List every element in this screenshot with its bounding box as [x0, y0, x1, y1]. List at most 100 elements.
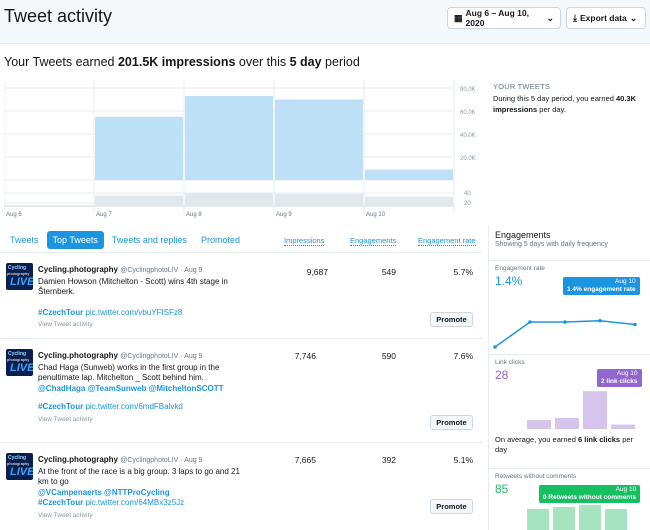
your-tweets-text: During this 5 day period, you earned 40.…: [493, 94, 637, 114]
tweet-row[interactable]: Cycling photography LIVE Cycling.photogr…: [0, 442, 482, 530]
date-range-label: Aug 6 – Aug 10, 2020: [465, 8, 529, 28]
export-label: Export data: [579, 13, 627, 23]
x-tick-label: Aug 10: [366, 212, 386, 218]
link-clicks-bars: [527, 391, 635, 429]
secondary-bar: [365, 196, 453, 206]
tweet-mentions[interactable]: @VCampenaerts @NTTProCycling: [38, 487, 170, 497]
tweet-handle: @CyclingphotoLIV · Aug 9: [120, 353, 203, 360]
tab-tweets[interactable]: Tweets: [10, 235, 39, 245]
engagement-rate-card[interactable]: Engagement rate 1.4% Aug 10 1.4% engagem…: [489, 260, 650, 352]
impressions-bar: [275, 99, 363, 180]
tweet-author[interactable]: Cycling.photography: [38, 351, 118, 360]
retweet-bar: [579, 505, 601, 530]
retweets-card[interactable]: Retweets without comments 85 Aug 10 0 Re…: [489, 468, 650, 530]
retweets-tooltip: Aug 10 0 Retweets without comments: [539, 485, 641, 503]
link-clicks-note: On average, you earned 6 link clicks per…: [495, 435, 634, 454]
link-clicks-bar: [527, 420, 551, 429]
retweet-bar: [553, 507, 575, 530]
tweet-link[interactable]: pic.twitter.com/vbuYFISFz8: [85, 307, 183, 317]
tweet-hashtag[interactable]: #CzechTour: [38, 402, 84, 411]
link-clicks-value: 28: [495, 368, 509, 382]
engagement-rate-line: [494, 319, 636, 348]
x-tick-label: Aug 7: [96, 212, 112, 218]
retweets-label: Retweets without comments: [495, 473, 577, 480]
tweet-text: At the front of the race is a big group.…: [38, 466, 240, 487]
page-title: Tweet activity: [4, 6, 113, 26]
tweet-engagements: 392: [381, 455, 396, 465]
tweet-engagements: 549: [381, 267, 396, 277]
tweet-hashtag[interactable]: #CzechTour: [38, 307, 84, 317]
tweet-handle: @CyclingphotoLIV · Aug 9: [120, 267, 203, 274]
calendar-icon: ▦: [454, 12, 463, 23]
tab-top-tweets[interactable]: Top Tweets: [46, 231, 104, 249]
engagement-rate-sparkline: [493, 318, 637, 349]
engagement-rate-label: Engagement rate: [495, 265, 545, 272]
column-impressions[interactable]: Impressions: [284, 236, 325, 246]
impressions-chart-svg: 80.0K 60.0K 40.0K 20.0K 40 20 Aug 6 Aug 7 Aug 8 A…: [3, 80, 476, 218]
impressions-bar: [95, 116, 183, 180]
secondary-bar: [185, 193, 273, 206]
tweet-link[interactable]: pic.twitter.com/64MBx3z5Jz: [85, 498, 185, 507]
tweet-engagement-rate: 5.1%: [453, 455, 473, 465]
view-tweet-activity[interactable]: View Tweet activity: [38, 511, 93, 519]
retweet-bar: [605, 509, 627, 530]
chevron-down-icon: ⌄: [629, 12, 638, 23]
secondary-bar: [275, 193, 363, 206]
y-tick-label: 20: [464, 201, 471, 207]
impressions-bar: [185, 96, 273, 180]
export-data-button[interactable]: ⤓ Export data ⌄: [566, 7, 646, 29]
date-range-button[interactable]: ▦ Aug 6 – Aug 10, 2020 ⌄: [447, 7, 561, 29]
tweet-impressions: 9,687: [306, 267, 328, 277]
tweet-author[interactable]: Cycling.photography: [38, 455, 118, 464]
engagement-rate-point: [563, 320, 567, 324]
y-tick-label: 20.0K: [460, 156, 476, 162]
avatar: Cycling photography LIVE: [6, 263, 33, 290]
view-tweet-activity[interactable]: View Tweet activity: [38, 415, 93, 423]
link-clicks-bar: [611, 424, 635, 429]
promote-button[interactable]: Promote: [430, 499, 473, 514]
tab-promoted[interactable]: Promoted: [200, 235, 240, 245]
column-engagement-rate[interactable]: Engagement rate: [418, 236, 476, 246]
tweet-engagement-rate: 5.7%: [453, 267, 473, 277]
tweet-mentions[interactable]: @ChadHaga @TeamSunweb @MitcheltonSCOTT: [38, 383, 224, 393]
y-tick-label: 40.0K: [460, 133, 476, 139]
your-tweets-summary: YOUR TWEETS During this 5 day period, yo…: [493, 82, 643, 115]
link-clicks-card[interactable]: Link clicks 28 Aug 10 2 link clicks On a…: [489, 354, 650, 470]
link-clicks-tooltip: Aug 10 2 link clicks: [597, 369, 642, 387]
engagement-rate-point: [633, 322, 637, 327]
chevron-down-icon: ⌄: [546, 12, 554, 23]
y-tick-label: 80.0K: [460, 87, 476, 93]
x-tick-label: Aug 6: [6, 212, 22, 218]
engagement-rate-tooltip: Aug 10 1.4% engagement rate: [563, 277, 640, 295]
tweet-row[interactable]: Cycling photography LIVE Cycling.photogr…: [0, 252, 482, 338]
tweet-engagements: 590: [381, 351, 396, 361]
your-tweets-title: YOUR TWEETS: [493, 82, 551, 91]
tweet-body: Cycling.photography @CyclingphotoLIV · A…: [38, 455, 248, 521]
tweet-hashtag[interactable]: #CzechTour: [38, 498, 84, 507]
impressions-summary: Your Tweets earned 201.5K impressions ov…: [4, 55, 360, 69]
tweet-row[interactable]: Cycling photography LIVE Cycling.photogr…: [0, 338, 482, 442]
tweet-engagement-rate: 7.6%: [453, 351, 473, 361]
tweet-tabs: Tweets Top Tweets Tweets and replies Pro…: [4, 230, 248, 250]
y-tick-label: 60.0K: [460, 110, 476, 116]
engagement-rate-value: 1.4%: [495, 274, 523, 288]
tweet-body: Cycling.photography @CyclingphotoLIV · A…: [38, 351, 248, 425]
engagement-rate-point: [528, 320, 532, 324]
view-tweet-activity[interactable]: View Tweet activity: [38, 321, 93, 328]
tab-tweets-and-replies[interactable]: Tweets and replies: [111, 235, 187, 245]
tweet-text: Damien Howson (Mitchelton - Scott) wins …: [38, 276, 228, 297]
tweet-impressions: 7,665: [294, 455, 316, 465]
engagements-subtitle: Showing 5 days with daily frequency: [495, 241, 608, 248]
tweet-author[interactable]: Cycling.photography: [38, 265, 118, 274]
y-tick-label: 40: [464, 191, 471, 197]
column-engagements[interactable]: Engagements: [350, 236, 397, 246]
download-icon: ⤓: [573, 12, 577, 23]
promote-button[interactable]: Promote: [430, 312, 473, 327]
tweet-link[interactable]: pic.twitter.com/6mdFBalvkd: [85, 402, 183, 411]
avatar: Cycling photography LIVE: [6, 349, 33, 376]
link-clicks-bar: [583, 391, 607, 429]
top-bar: Tweet activity ▦ Aug 6 – Aug 10, 2020 ⌄ …: [0, 0, 650, 44]
impressions-chart: 80.0K 60.0K 40.0K 20.0K 40 20 Aug 6 Aug 7 Aug 8 A…: [3, 80, 484, 220]
promote-button[interactable]: Promote: [430, 415, 473, 430]
tweet-impressions: 7,746: [294, 351, 316, 361]
